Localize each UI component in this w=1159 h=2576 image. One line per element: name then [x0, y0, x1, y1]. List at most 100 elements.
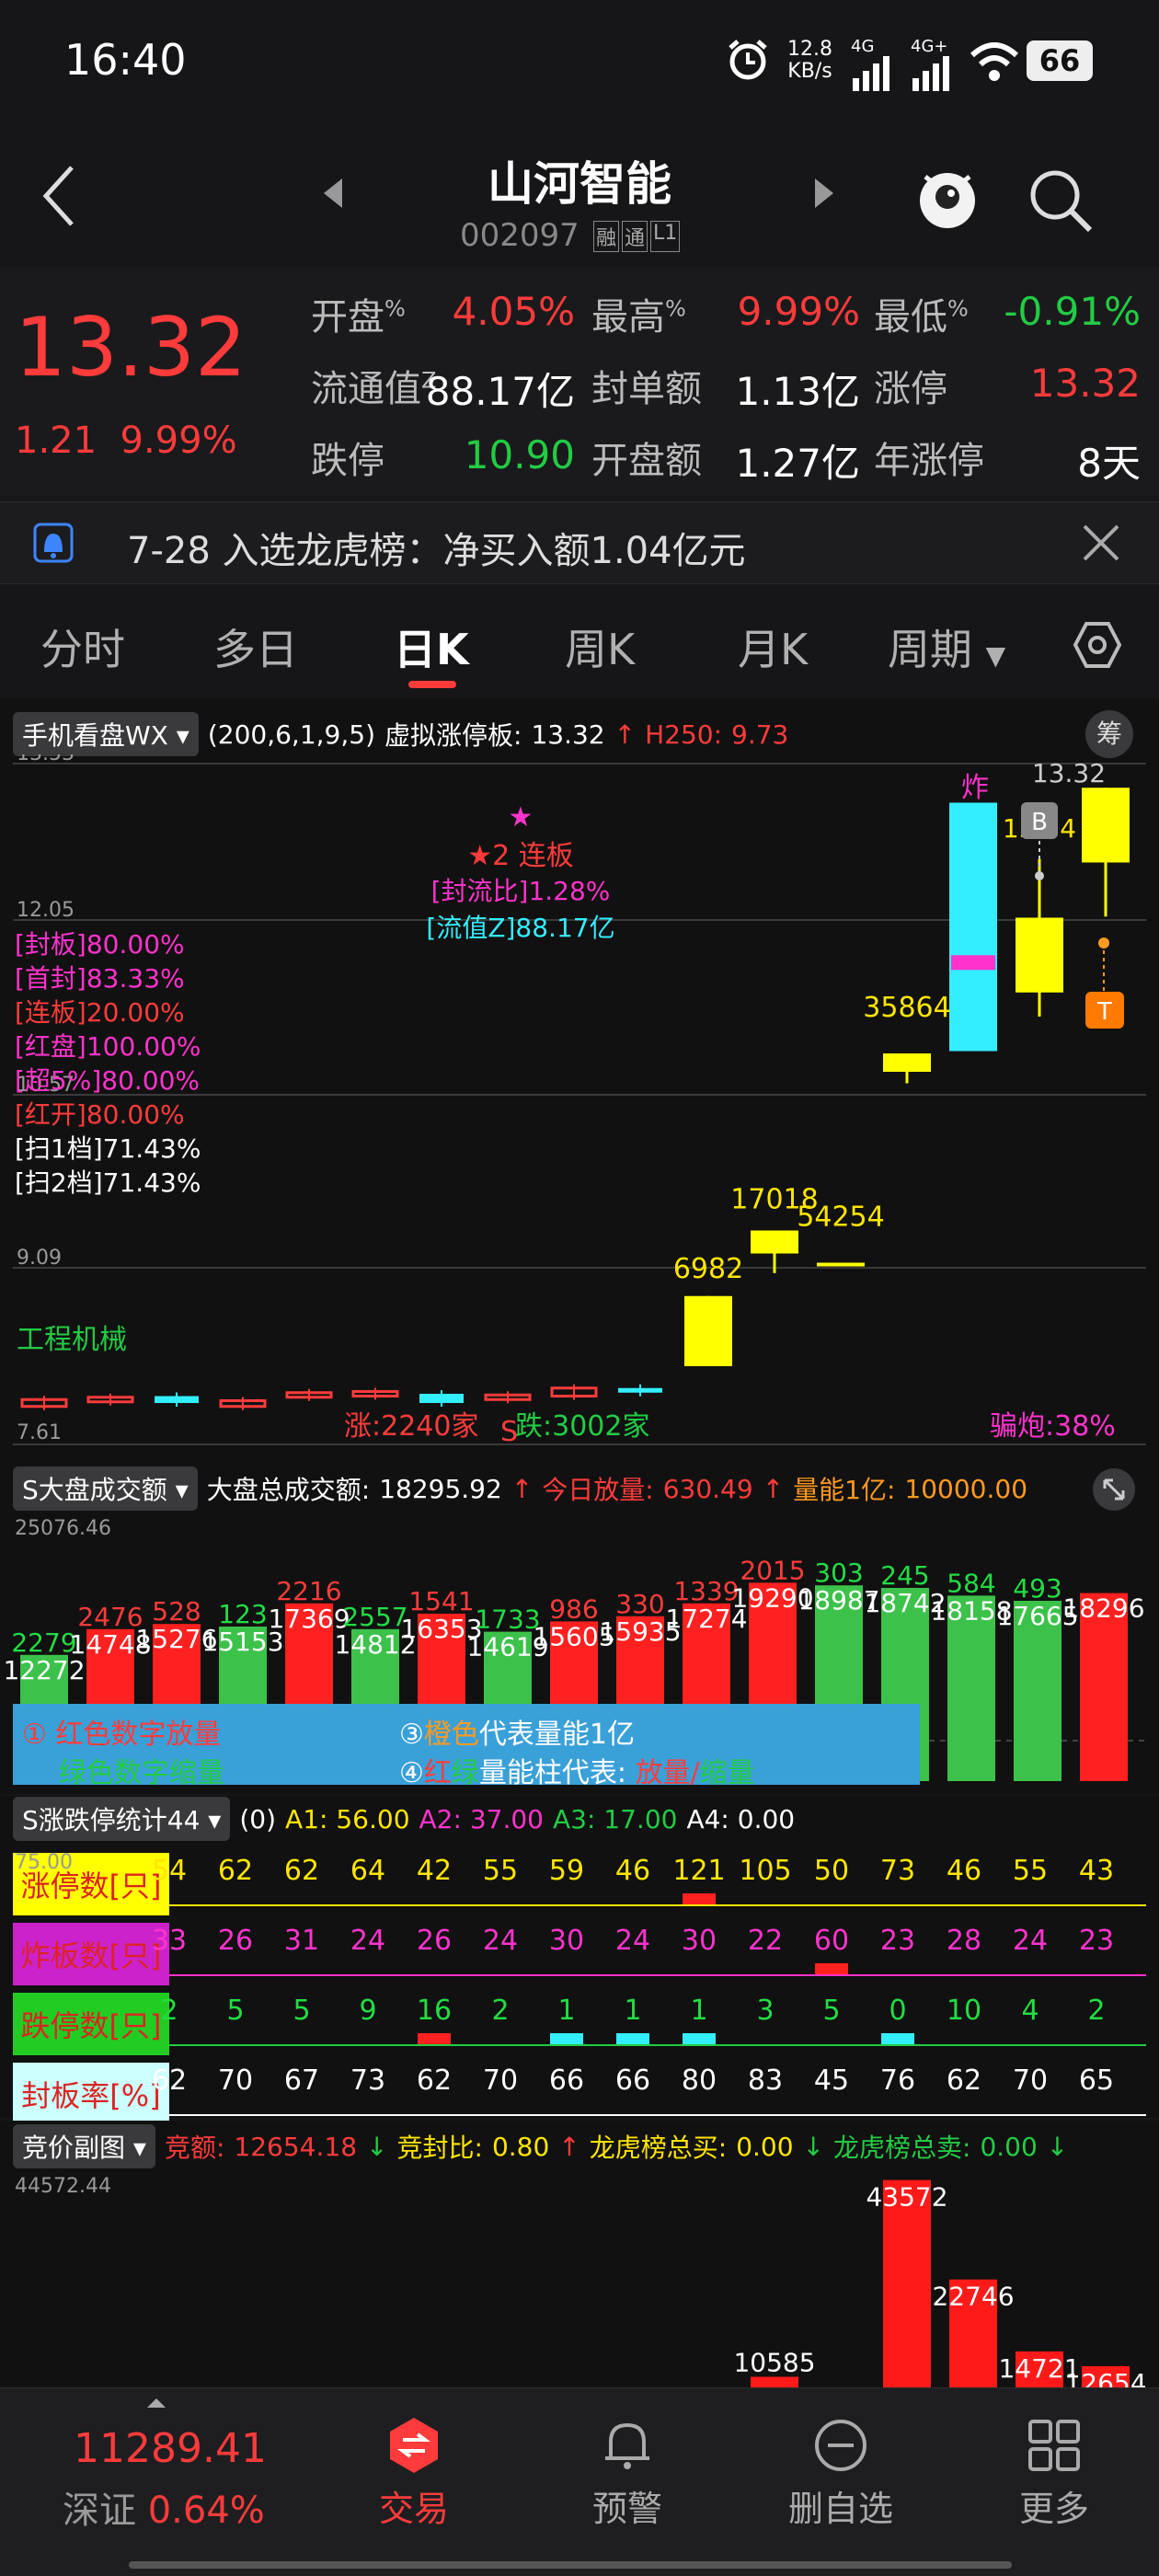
bell-outline-icon [605, 2422, 649, 2469]
stock-name: 山河智能 [488, 157, 671, 211]
volume-selector[interactable]: S大盘成交额 ▾ [13, 1466, 198, 1511]
candle-volume-label: 6982 [673, 1253, 743, 1285]
candle-marker [951, 955, 995, 971]
candle-volume-label: 35864 [863, 992, 950, 1024]
stats-value: 55 [1012, 1855, 1049, 1887]
quote-label: 最低% [874, 295, 969, 339]
indicator-selector[interactable]: 手机看盘WX ▾ [13, 712, 199, 756]
expand-icon[interactable] [1093, 1468, 1135, 1511]
settings-hexagon-icon[interactable] [1073, 620, 1122, 673]
tab-active-indicator [408, 681, 456, 688]
stats-row: 封板率[%] 62 70 67 73 62 70 66 66 80 83 45 76 62 70 65 [13, 2057, 1146, 2133]
tab-period[interactable]: 周期 ▼ [888, 625, 1006, 674]
stats-value: 50 [813, 1855, 850, 1887]
S-marker: S [500, 1416, 518, 1448]
stats-value: 30 [548, 1925, 585, 1957]
stats-value: 62 [217, 1855, 254, 1887]
tab-weekly-k[interactable]: 周K [565, 625, 636, 674]
volume-legend: ① 红色数字放量 ③橙色代表量能1亿 绿色数字缩量 ④红绿量能柱代表: 放量/缩… [13, 1704, 920, 1789]
status-bar: 16:40 12.8 KB/s 4G 4G+ 66 [0, 0, 1159, 129]
nav-remove-watchlist[interactable]: 删自选 [767, 2416, 914, 2531]
stats-value: 67 [283, 2064, 320, 2097]
robot-assistant-icon[interactable] [911, 160, 984, 237]
candle-volume-label: 54254 [797, 1202, 884, 1234]
nav-alert[interactable]: 预警 [554, 2416, 701, 2531]
quote-label: 封单额 [591, 368, 702, 410]
notice-bar[interactable]: 7-28 入选龙虎榜：净买入额1.04亿元 [0, 501, 1159, 584]
last-price: 13.32 [15, 300, 247, 395]
stats-value: 105 [739, 1855, 792, 1887]
stats-value: 121 [672, 1855, 726, 1887]
kline-chart[interactable]: 手机看盘WX ▾ (200,6,1,9,5) 虚拟涨停板: 13.32 ↑ H25… [0, 699, 1159, 1463]
stats-value: 62 [416, 2064, 453, 2097]
close-icon[interactable] [1081, 523, 1121, 567]
quote-value: 4.05% [452, 289, 575, 334]
stats-row-label: 封板率[%] [13, 2063, 169, 2125]
stats-marker [683, 2033, 716, 2044]
auction-bar [751, 2376, 798, 2387]
stats-value: 28 [946, 1925, 982, 1957]
stats-value: 55 [482, 1855, 519, 1887]
net-speed: 12.8 KB/s [787, 38, 832, 83]
tab-daily-k[interactable]: 日K [394, 625, 469, 674]
kline-stat-text: [红盘]100.00% [15, 1031, 201, 1062]
index-info[interactable]: 深证 0.64% [63, 2490, 265, 2532]
stats-row-line [169, 1974, 1146, 1976]
stats-value: 70 [217, 2064, 254, 2097]
stats-value: 60 [813, 1925, 850, 1957]
stats-value: 5 [226, 1995, 245, 2027]
quote-value: 1.27亿 [735, 441, 860, 486]
prev-stock-icon[interactable] [322, 177, 344, 213]
candle [1016, 917, 1063, 993]
auction-selector[interactable]: 竞价副图 ▾ [13, 2124, 155, 2168]
stats-marker [550, 2033, 583, 2044]
stock-header: 山河智能 002097 融 通 L1 [0, 129, 1159, 267]
back-icon[interactable] [40, 164, 77, 232]
stats-row: 炸板数[只] 33 26 31 24 26 24 30 24 30 22 60 23 28 24 23 [13, 1917, 1146, 1987]
expand-up-icon[interactable] [145, 2396, 167, 2413]
next-stock-icon[interactable] [813, 177, 835, 213]
float-value-label: [流值Z]88.17亿 [426, 913, 614, 943]
stats-value: 46 [614, 1855, 651, 1887]
tab-monthly-k[interactable]: 月K [738, 625, 809, 674]
stats-selector[interactable]: S涨跌停统计44 ▾ [13, 1797, 231, 1841]
volume-bar-value: 17369 [268, 1604, 350, 1634]
nav-more[interactable]: 更多 [981, 2416, 1128, 2531]
stats-row-label: 炸板数[只] [13, 1923, 169, 1985]
up-count-label: 涨:2240家 [344, 1410, 478, 1443]
auction-bar-value: 14721 [998, 2353, 1080, 2384]
auction-panel[interactable]: 竞价副图 ▾ 竞额: 12654.18 ↓ 竞封比: 0.80 ↑ 龙虎榜总买: 0.00… [0, 2121, 1159, 2387]
volume-bar-delta: 1339 [673, 1576, 739, 1606]
stats-value: 23 [1078, 1925, 1115, 1957]
stats-marker [881, 2033, 914, 2044]
volume-bar-delta: 2557 [342, 1602, 407, 1632]
quote-value: 88.17亿 [425, 369, 575, 414]
volume-bar [1014, 1601, 1061, 1781]
kline-y-tick: 10.57 [17, 1074, 75, 1097]
search-icon[interactable] [1026, 166, 1096, 239]
stats-value: 9 [359, 1995, 377, 2027]
auction-bar [949, 2279, 997, 2387]
stats-value: 16 [416, 1995, 453, 2027]
blowup-label: 炸 [961, 772, 989, 804]
stats-value: 83 [747, 2064, 784, 2097]
limit-stats-panel[interactable]: S涨跌停统计44 ▾ (0) A1: 56.00 A2: 37.00 A3: 1… [0, 1796, 1159, 2133]
cheat-ratio-label: 骗炮:38% [990, 1410, 1116, 1443]
stats-value: 0 [889, 1995, 907, 2027]
quote-value: -0.91% [1004, 289, 1141, 334]
stats-value: 2 [1087, 1995, 1106, 2027]
stats-value: 24 [482, 1925, 519, 1957]
status-time: 16:40 [64, 35, 187, 85]
chip-button[interactable]: 筹 [1085, 710, 1133, 758]
tab-intraday[interactable]: 分时 [40, 625, 125, 674]
kline-stat-text: [超5%]80.00% [15, 1065, 200, 1096]
index-value[interactable]: 11289.41 [74, 2425, 267, 2472]
tab-multiday[interactable]: 多日 [213, 625, 298, 674]
volume-bar-value: 18296 [1062, 1593, 1144, 1624]
stats-value: 45 [813, 2064, 850, 2097]
volume-bar-value: 15276 [135, 1624, 217, 1654]
quote-value: 9.99% [737, 289, 860, 334]
nav-trade[interactable]: 交易 [340, 2416, 488, 2531]
stats-value: 30 [681, 1925, 717, 1957]
stats-y-tick: 75.00 [15, 1851, 73, 1874]
